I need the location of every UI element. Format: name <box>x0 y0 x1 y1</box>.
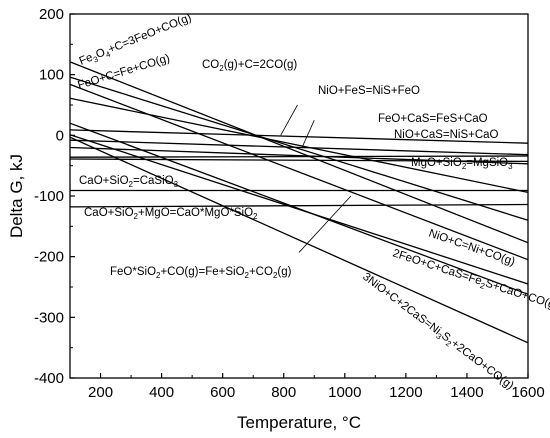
x-tick-label: 1600 <box>511 384 544 401</box>
y-tick-label: -100 <box>34 188 64 205</box>
series-line-5 <box>69 139 529 156</box>
series-line-7 <box>69 155 529 158</box>
reaction-label-10: 2FeO+C+CaS=Fe2S+CaO+CO(g) <box>390 247 550 314</box>
reaction-label-7: CaO+SiO2=CaSiO3 <box>79 175 179 189</box>
y-tick-label: 0 <box>56 127 64 144</box>
x-tick-label: 1400 <box>450 384 483 401</box>
y-tick-label: 200 <box>39 6 64 23</box>
x-tick-label: 600 <box>210 384 235 401</box>
reaction-label-2: CO2(g)+C=2CO(g) <box>202 59 297 73</box>
leader-line-0 <box>280 104 298 136</box>
series-layer <box>69 61 529 344</box>
series-line-12 <box>69 136 529 344</box>
series-line-13 <box>69 122 529 295</box>
leader-layer <box>280 104 352 253</box>
x-axis-title: Temperature, °C <box>237 413 361 432</box>
y-tick-label: 100 <box>39 67 64 84</box>
annotation-layer: Fe3O4+C=3FeO+CO(g)FeO+C=Fe+CO(g) CO2(g)+C… <box>76 12 550 393</box>
series-line-4 <box>69 129 529 144</box>
y-tick-label: -200 <box>34 249 64 266</box>
y-axis-title: Delta G, kJ <box>7 154 26 238</box>
x-tick-label: 200 <box>88 384 113 401</box>
reaction-label-3: NiO+FeS=NiS+FeO <box>318 85 420 97</box>
reaction-label-6: MgO+SiO2=MgSiO3 <box>411 157 513 171</box>
y-tick-label: -400 <box>34 370 64 387</box>
leader-line-1 <box>301 120 315 148</box>
tick-layer: 200 400 600 800 1000 1200 1400 1600-400-300-200… <box>34 6 545 401</box>
x-tick-label: 1200 <box>389 384 422 401</box>
series-line-2 <box>69 83 529 261</box>
series-line-10 <box>69 203 529 208</box>
x-tick-label: 400 <box>149 384 174 401</box>
y-tick-label: -300 <box>34 309 64 326</box>
series-line-0 <box>69 61 529 244</box>
series-line-1 <box>69 76 529 221</box>
reaction-label-5: NiO+CaS=NiS+CaO <box>394 129 499 141</box>
leader-line-2 <box>298 195 352 253</box>
reaction-label-8: CaO+SiO2+MgO=CaO*MgO*SiO2 <box>84 207 258 221</box>
x-tick-label: 1000 <box>328 384 361 401</box>
reaction-label-11: FeO*SiO2+CO(g)=Fe+SiO2+CO2(g) <box>110 266 292 280</box>
series-line-3 <box>69 97 529 194</box>
reaction-label-4: FeO+CaS=FeS+CaO <box>378 113 488 125</box>
x-tick-label: 800 <box>271 384 296 401</box>
reaction-label-0: Fe3O4+C=3FeO+CO(g) <box>78 12 194 70</box>
